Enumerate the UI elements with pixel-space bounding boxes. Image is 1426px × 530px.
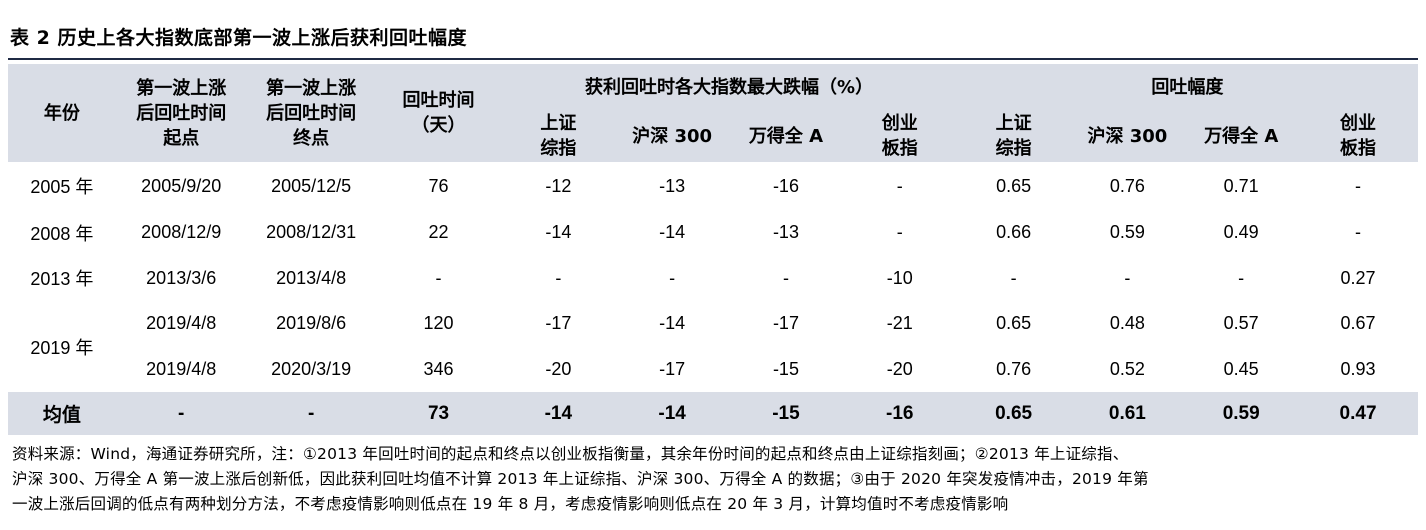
cell-value: -12 (545, 175, 572, 196)
cell-days: 346 (423, 358, 454, 379)
cell-value: 0.67 (1340, 313, 1376, 334)
cell-value: -10 (886, 267, 913, 288)
top-rule (8, 58, 1418, 60)
cell-days: 76 (428, 175, 449, 196)
cell-year: 2008 年 (30, 223, 94, 244)
cell-value: - (896, 222, 903, 243)
cell-value: -13 (659, 175, 686, 196)
cell-value: - (1010, 267, 1017, 288)
cell-value: -14 (659, 313, 686, 334)
cell-value: -15 (772, 358, 799, 379)
cell-value: - (1124, 267, 1131, 288)
cell-value: - (1238, 267, 1245, 288)
cell-value: -17 (545, 313, 572, 334)
header-start: 第一波上涨后回吐时间起点 (115, 64, 247, 162)
header-year: 年份 (8, 64, 116, 162)
header-sub: 沪深 300 (1070, 110, 1185, 162)
header-sub: 创业板指 (1298, 110, 1418, 162)
cell-value: 0.65 (956, 392, 1071, 435)
cell-value: 0.57 (1223, 313, 1259, 334)
cell-end: 2008/12/31 (266, 222, 357, 243)
source-note: 资料来源：Wind，海通证券研究所，注：①2013 年回吐时间的起点和终点以创业… (12, 442, 1420, 517)
cell-days: 120 (423, 313, 454, 334)
header-sub: 上证综指 (501, 110, 616, 162)
header-end: 第一波上涨后回吐时间终点 (246, 64, 376, 162)
cell-value: 0.71 (1223, 175, 1259, 196)
cell-value: -16 (842, 392, 957, 435)
cell-value: - (1355, 175, 1362, 196)
cell-average-label: 均值 (8, 392, 116, 435)
cell-value: 0.93 (1340, 358, 1376, 379)
cell-value: - (555, 267, 562, 288)
cell-value: -17 (659, 358, 686, 379)
cell-value: 0.45 (1223, 358, 1259, 379)
cell-start: 2008/12/9 (141, 222, 222, 243)
cell-value: 0.59 (1109, 222, 1145, 243)
cell-days: 73 (375, 392, 502, 435)
cell-days: 22 (428, 222, 449, 243)
cell-end: 2005/12/5 (271, 175, 352, 196)
cell-value: 0.47 (1298, 392, 1418, 435)
cell-value: -20 (545, 358, 572, 379)
cell-value: 0.48 (1109, 313, 1145, 334)
cell-value: -20 (886, 358, 913, 379)
cell-start: - (115, 392, 247, 435)
header-group-ratio: 回吐幅度 (956, 64, 1418, 110)
cell-value: 0.61 (1070, 392, 1185, 435)
cell-value: -14 (615, 392, 730, 435)
cell-end: - (246, 392, 376, 435)
header-sub: 创业板指 (842, 110, 957, 162)
cell-value: -16 (772, 175, 799, 196)
cell-value: -13 (772, 222, 799, 243)
cell-value: -14 (545, 222, 572, 243)
cell-value: 0.65 (996, 175, 1032, 196)
cell-value: 0.27 (1340, 267, 1376, 288)
cell-start: 2019/4/8 (146, 358, 217, 379)
header-sub: 万得全 A (1184, 110, 1299, 162)
cell-start: 2013/3/6 (146, 267, 217, 288)
cell-value: 0.59 (1184, 392, 1299, 435)
table-row: 2008 年 2008/12/9 2008/12/31 22 -14 -14 -… (8, 210, 1418, 256)
table-row: 2013 年 2013/3/6 2013/4/8 - - - - -10 - -… (8, 256, 1418, 302)
header-sub: 上证综指 (956, 110, 1071, 162)
cell-value: -17 (772, 313, 799, 334)
header-group-drop: 获利回吐时各大指数最大跌幅（%） (501, 64, 957, 110)
cell-value: - (1355, 222, 1362, 243)
cell-value: - (782, 267, 789, 288)
cell-end: 2013/4/8 (276, 267, 347, 288)
cell-value: 0.49 (1223, 222, 1259, 243)
cell-value: 0.52 (1109, 358, 1145, 379)
note-line: 资料来源：Wind，海通证券研究所，注：①2013 年回吐时间的起点和终点以创业… (12, 445, 1129, 463)
cell-value: - (896, 175, 903, 196)
cell-end: 2019/8/6 (276, 313, 347, 334)
header-sub: 沪深 300 (615, 110, 730, 162)
cell-value: 0.76 (996, 358, 1032, 379)
cell-value: -15 (729, 392, 843, 435)
cell-year: 2013 年 (30, 269, 94, 290)
cell-value: 0.66 (996, 222, 1032, 243)
cell-end: 2020/3/19 (271, 358, 352, 379)
cell-value: -14 (501, 392, 616, 435)
table-row: 2019 年 2019/4/8 2019/8/6 120 -17 -14 -17… (8, 301, 1418, 357)
cell-days: - (435, 267, 442, 288)
data-table: 年份 第一波上涨后回吐时间起点 第一波上涨后回吐时间终点 回吐时间（天） 获利回… (8, 64, 1418, 435)
table-row: 2019/4/8 2020/3/19 346 -20 -17 -15 -20 0… (8, 347, 1418, 393)
cell-value: 0.65 (996, 313, 1032, 334)
average-row: 均值 - - 73 -14 -14 -15 -16 0.65 0.61 0.59… (8, 392, 1418, 435)
cell-year: 2005 年 (30, 177, 94, 197)
cell-value: -21 (886, 313, 913, 334)
note-line: 沪深 300、万得全 A 第一波上涨后创新低，因此获利回吐均值不计算 2013 … (12, 470, 1149, 488)
cell-value: - (669, 267, 676, 288)
cell-start: 2019/4/8 (146, 313, 217, 334)
table-title: 表 2 历史上各大指数底部第一波上涨后获利回吐幅度 (10, 27, 467, 49)
header-days: 回吐时间（天） (375, 64, 502, 162)
note-line: 一波上涨后回调的低点有两种划分方法，不考虑疫情影响则低点在 19 年 8 月，考… (12, 495, 1009, 513)
header-sub: 万得全 A (729, 110, 843, 162)
cell-value: -14 (659, 222, 686, 243)
cell-start: 2005/9/20 (141, 175, 222, 196)
cell-year: 2019 年 (30, 337, 94, 358)
cell-value: 0.76 (1109, 175, 1145, 196)
table-row: 2005 年 2005/9/20 2005/12/5 76 -12 -13 -1… (8, 162, 1418, 210)
